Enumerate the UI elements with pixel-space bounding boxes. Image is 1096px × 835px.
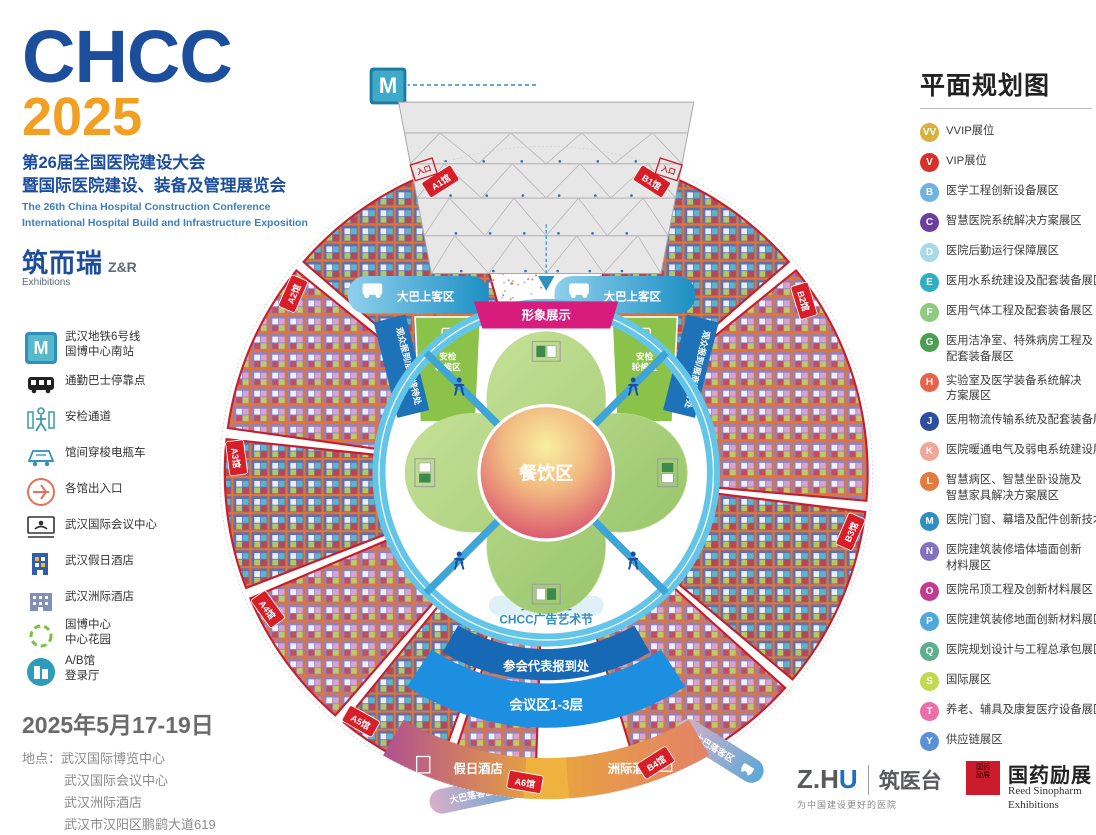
- svg-text:安检: 安检: [636, 351, 654, 362]
- svg-text:形象展示: 形象展示: [522, 307, 571, 322]
- svg-text:餐饮区: 餐饮区: [518, 462, 573, 483]
- svg-text:安检: 安检: [439, 351, 457, 362]
- svg-text:大巴上客区: 大巴上客区: [397, 290, 455, 304]
- svg-text:CHCC广告艺术节: CHCC广告艺术节: [499, 613, 593, 627]
- svg-text:参会代表报到处: 参会代表报到处: [502, 658, 590, 673]
- svg-text:会议区1-3层: 会议区1-3层: [509, 697, 583, 713]
- svg-text:假日酒店: 假日酒店: [454, 761, 503, 776]
